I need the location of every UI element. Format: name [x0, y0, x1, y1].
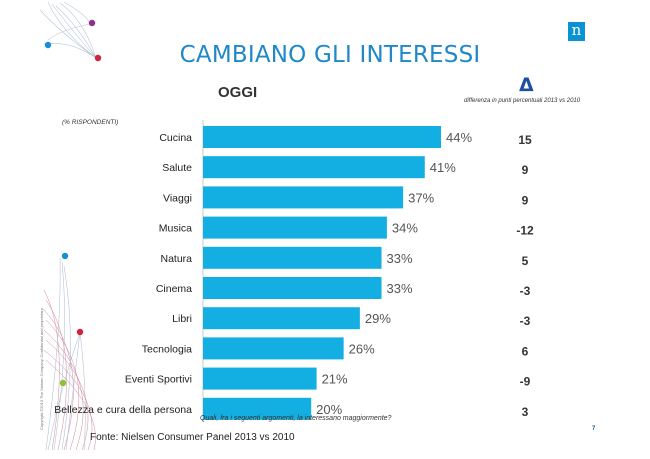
bar-2	[203, 156, 425, 179]
delta-value: -12	[516, 224, 534, 238]
nielsen-logo: n	[568, 22, 585, 41]
chart-subtitle: OGGI	[218, 84, 258, 101]
value-label: 29%	[365, 311, 391, 326]
delta-value: -9	[520, 375, 531, 389]
value-label: 34%	[392, 221, 418, 236]
delta-value: 9	[522, 193, 529, 207]
delta-value: 6	[522, 344, 529, 358]
delta-value: -3	[520, 284, 531, 298]
survey-question: Quali, fra i seguenti argomenti, la inte…	[200, 415, 392, 422]
value-label: 21%	[322, 372, 348, 387]
value-label: 33%	[387, 251, 413, 266]
bar-4	[203, 216, 387, 239]
respondents-label: (% RISPONDENTI)	[62, 119, 119, 126]
source-note: Fonte: Nielsen Consumer Panel 2013 vs 20…	[90, 432, 295, 443]
category-label: Natura	[160, 253, 192, 265]
category-label: Eventi Sportivi	[125, 374, 192, 386]
bar-3	[203, 186, 404, 209]
value-label: 44%	[446, 130, 472, 145]
value-label: 37%	[408, 190, 434, 205]
slide-title: CAMBIANO GLI INTERESSI	[179, 42, 481, 68]
category-label: Cucina	[159, 132, 192, 144]
delta-value: 3	[522, 405, 529, 419]
delta-value: 9	[522, 163, 529, 177]
delta-caption: differenza in punti percentuali 2013 vs …	[464, 98, 581, 104]
category-label: Bellezza e cura della persona	[54, 404, 192, 416]
delta-value: 15	[518, 133, 532, 147]
delta-value: -3	[520, 314, 531, 328]
value-label: 26%	[349, 341, 375, 356]
bar-1	[203, 126, 441, 148]
bar-9	[203, 367, 317, 390]
delta-symbol: Δ	[519, 74, 534, 96]
bar-6	[203, 277, 382, 299]
bar-8	[203, 337, 344, 360]
delta-value: 5	[522, 254, 529, 268]
category-label: Tecnologia	[142, 343, 192, 355]
bar-7	[203, 307, 360, 330]
value-label: 33%	[387, 281, 413, 296]
value-label: 41%	[430, 160, 456, 175]
value-label: 20%	[316, 402, 342, 417]
bar-5	[203, 246, 382, 269]
category-label: Musica	[159, 223, 192, 235]
page-number: 7	[592, 426, 596, 432]
category-label: Viaggi	[163, 192, 192, 204]
category-label: Libri	[172, 313, 192, 325]
bar-10	[203, 397, 312, 420]
category-label: Salute	[162, 162, 192, 174]
category-label: Cinema	[156, 283, 192, 295]
